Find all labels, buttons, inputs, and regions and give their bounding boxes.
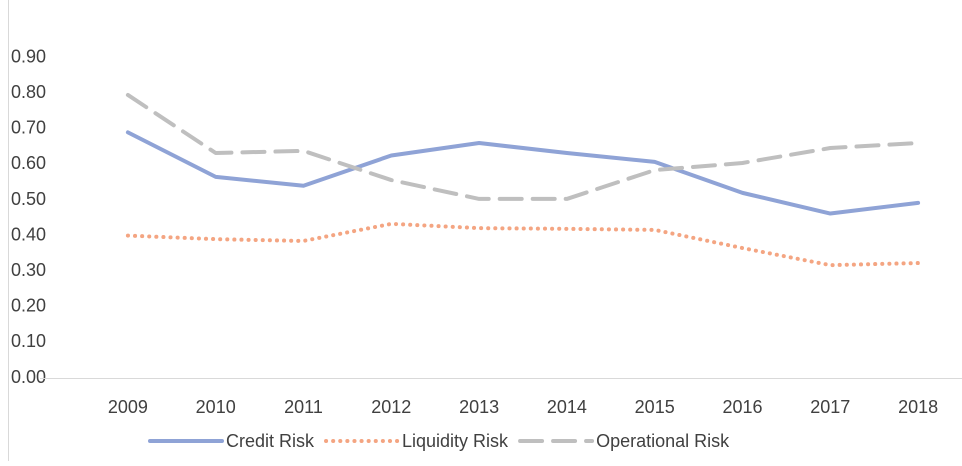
x-tick-label: 2018 — [898, 397, 938, 417]
x-tick-label: 2017 — [810, 397, 850, 417]
x-tick-label: 2015 — [635, 397, 675, 417]
legend-label: Liquidity Risk — [402, 431, 509, 451]
series-line — [125, 130, 921, 216]
x-tick-label: 2016 — [722, 397, 762, 417]
y-tick-label: 0.80 — [11, 82, 46, 102]
x-tick-label: 2011 — [284, 397, 323, 417]
x-tick-label: 2009 — [108, 397, 148, 417]
x-tick-label: 2014 — [547, 397, 587, 417]
legend-label: Operational Risk — [596, 431, 730, 451]
series-line — [125, 92, 921, 201]
y-tick-label: 0.70 — [11, 118, 46, 138]
y-tick-label: 0.20 — [11, 296, 46, 316]
legend-label: Credit Risk — [226, 431, 315, 451]
y-tick-label: 0.10 — [11, 331, 46, 351]
series-line — [125, 221, 921, 268]
y-tick-label: 0.90 — [11, 46, 46, 66]
x-tick-label: 2012 — [371, 397, 411, 417]
y-tick-label: 0.40 — [11, 224, 46, 244]
y-tick-label: 0.00 — [11, 367, 46, 387]
x-tick-label: 2010 — [196, 397, 236, 417]
x-tick-label: 2013 — [459, 397, 499, 417]
y-tick-label: 0.50 — [11, 189, 46, 209]
y-tick-label: 0.30 — [11, 260, 46, 280]
y-tick-label: 0.60 — [11, 153, 46, 173]
